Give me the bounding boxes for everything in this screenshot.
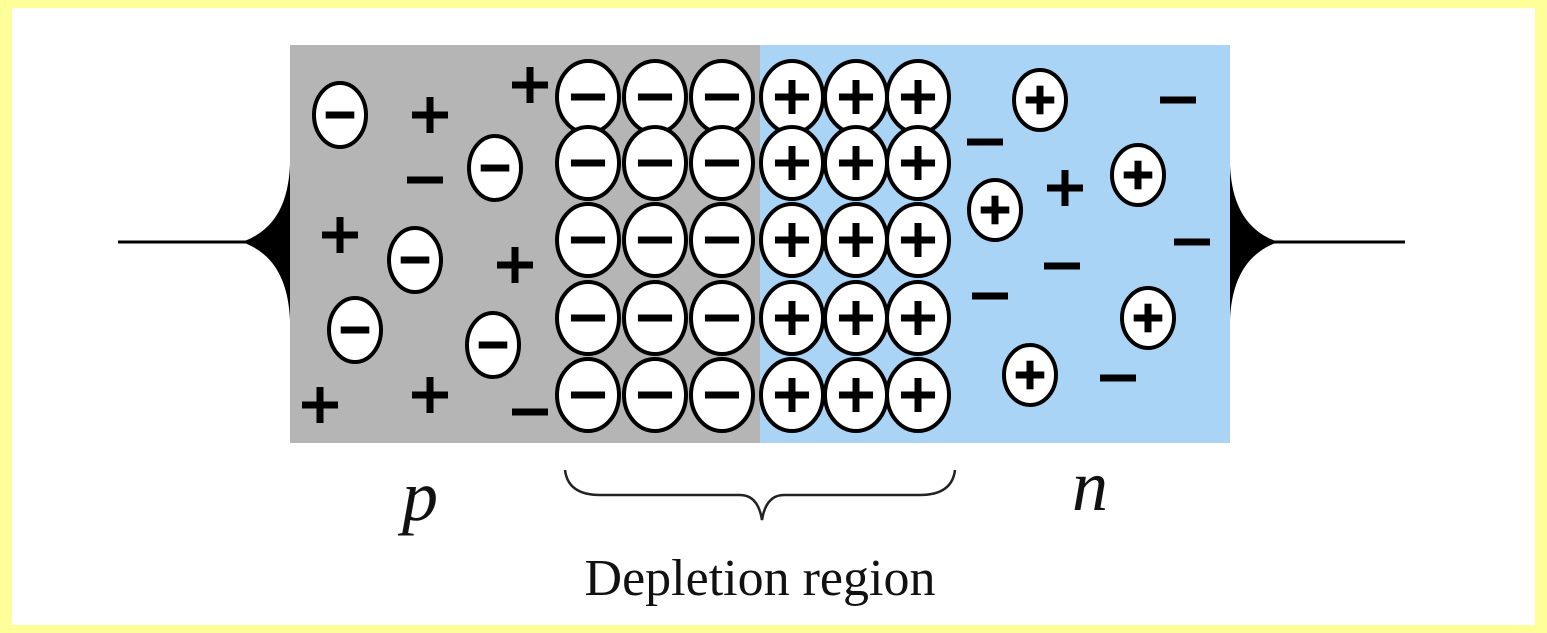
n-label: n: [1072, 446, 1108, 526]
p-label: p: [397, 456, 438, 536]
diagram: p n Depletion region: [0, 0, 1547, 633]
depletion-label: Depletion region: [585, 550, 936, 607]
